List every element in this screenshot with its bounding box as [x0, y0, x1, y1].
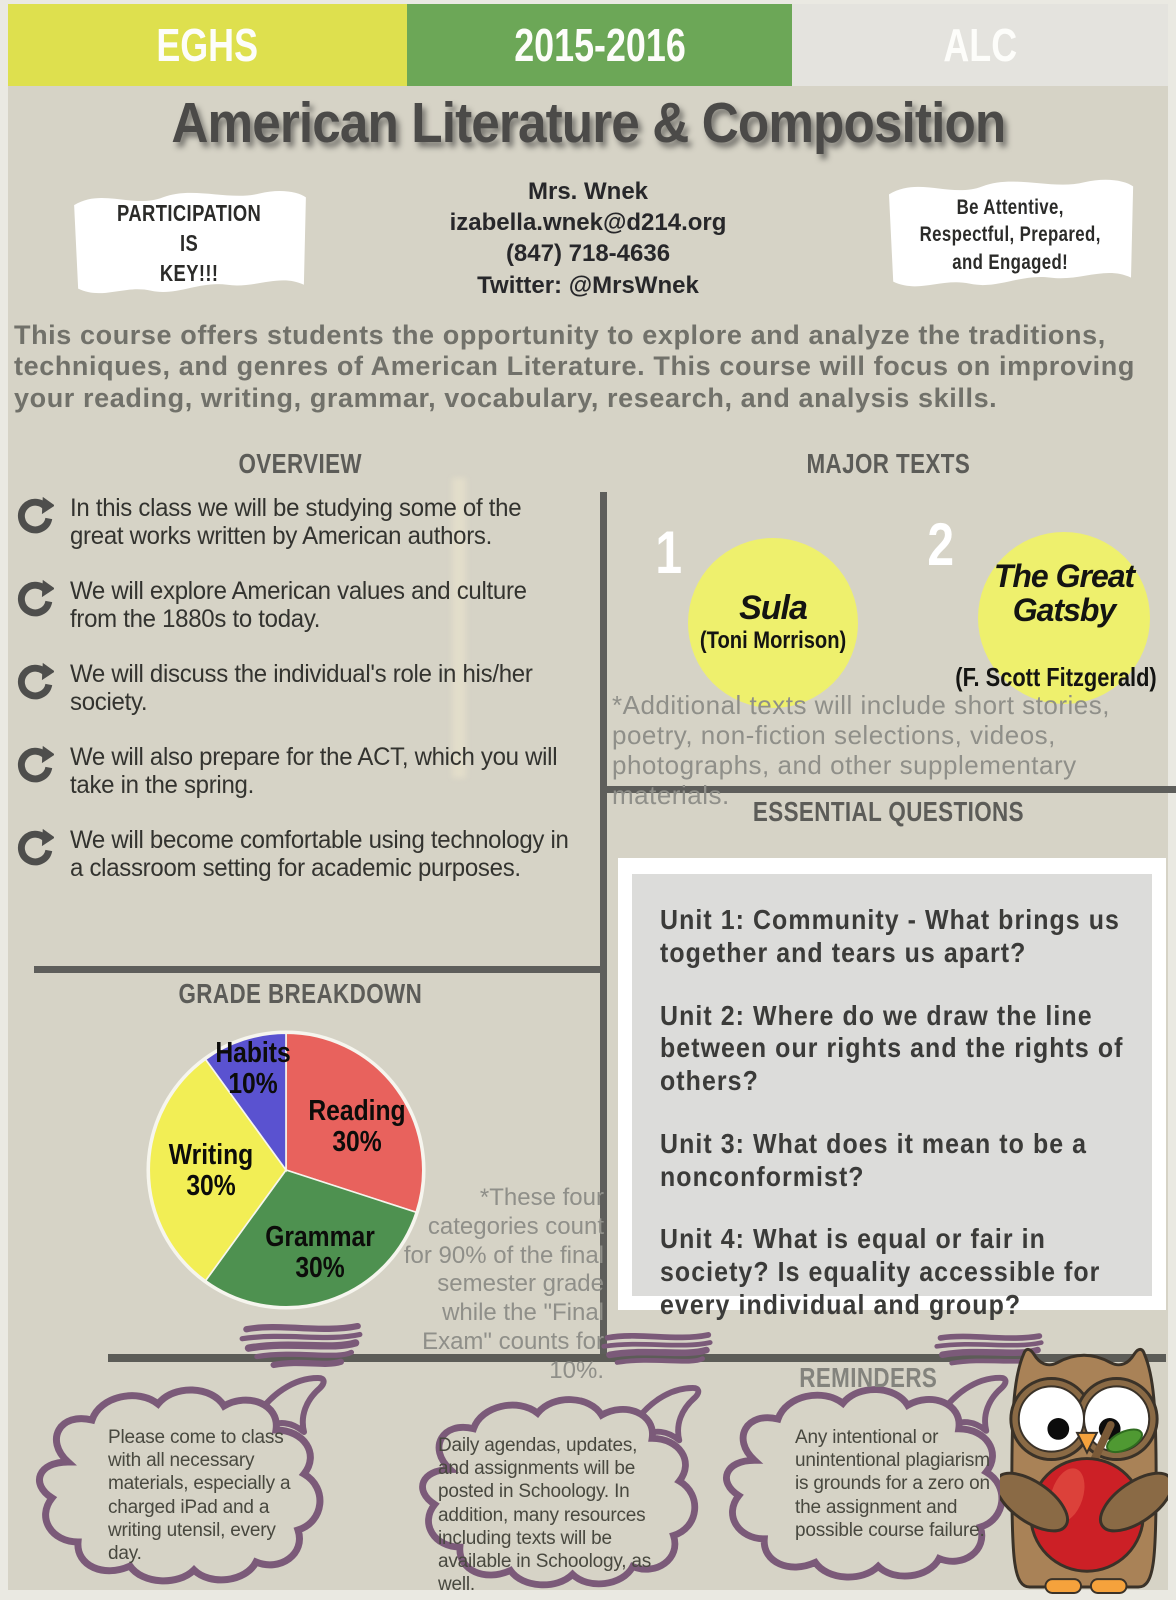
essential-question: Unit 3: What does it mean to be a noncon…	[660, 1127, 1088, 1192]
owl-beak	[1075, 1431, 1099, 1455]
additional-texts-note: *Additional texts will include short sto…	[612, 690, 1110, 811]
expectations-banner: Be Attentive, Respectful, Prepared, and …	[872, 164, 1148, 306]
teacher-email: izabella.wnek@d214.org	[449, 209, 727, 237]
page-edge-right	[1168, 0, 1176, 1600]
speech-bubble-plagiarism	[723, 1374, 1009, 1581]
owl-wing-left	[1000, 1471, 1069, 1533]
owl-pupil-left	[1047, 1418, 1070, 1440]
list-item: We will explore American values and cult…	[16, 577, 596, 633]
list-item: We will become comfortable using technol…	[16, 826, 596, 882]
scribble-decoration	[601, 1332, 713, 1365]
owl-illustration	[1000, 1347, 1168, 1594]
reminders-heading: REMINDERS	[798, 1362, 937, 1393]
essential-question: Unit 2: Where do we draw the line betwee…	[660, 999, 1124, 1097]
pie-slice-writing	[148, 1058, 288, 1282]
apple-leaf	[1106, 1428, 1143, 1454]
owl-foot-right	[1089, 1578, 1128, 1594]
speech-bubble-schoology	[419, 1385, 702, 1589]
book-number-2: 2	[927, 511, 955, 578]
grade-breakdown-heading: GRADE BREAKDOWN	[178, 978, 422, 1009]
pie-slice-grammar	[204, 1169, 418, 1308]
page-edge-left	[0, 0, 8, 1600]
divider-grade-breakdown	[34, 966, 600, 973]
book-number-1: 1	[655, 519, 683, 586]
pie-label-writing: Writing 30%	[168, 1139, 254, 1203]
essential-question: Unit 1: Community - What brings us toget…	[660, 904, 1120, 968]
owl-foot-left	[1044, 1578, 1083, 1594]
circular-arrow-icon	[17, 496, 54, 534]
circular-arrow-icon	[17, 662, 54, 700]
participation-banner: PARTICIPATION IS KEY!!!	[58, 176, 320, 312]
circular-arrow-icon	[17, 579, 54, 617]
paper-crease-artifact	[452, 478, 466, 778]
pie-slice-habits	[204, 1032, 287, 1173]
pie-slice-reading	[285, 1032, 424, 1214]
circular-arrow-icon	[17, 745, 54, 783]
book-circle-gatsby: The Great Gatsby	[978, 532, 1150, 704]
reminder-bubble-text: Any intentional or unintentional plagiar…	[795, 1427, 990, 1541]
pie-label-reading: Reading 30%	[308, 1095, 406, 1159]
pie-label-habits: Habits 10%	[215, 1037, 291, 1101]
divider-reminders	[108, 1354, 1166, 1362]
essential-questions-inner-box	[632, 874, 1152, 1296]
book-circle-sula: Sula (Toni Morrison)	[688, 538, 858, 708]
list-item: We will also prepare for the ACT, which …	[16, 743, 596, 799]
teacher-name: Mrs. Wnek	[527, 178, 649, 205]
course-description: This course offers students the opportun…	[14, 320, 1135, 413]
essential-question: Unit 4: What is equal or fair in society…	[660, 1223, 1101, 1320]
teacher-phone: (847) 718-4636	[505, 240, 671, 268]
overview-list: In this class we will be studying some o…	[16, 494, 596, 882]
list-item: In this class we will be studying some o…	[16, 494, 596, 550]
reminder-bubble-text: Please come to class with all necessary …	[108, 1427, 291, 1564]
apple-stem	[1088, 1421, 1115, 1467]
header-tab-year: 2015-2016	[407, 4, 792, 86]
flag-shape	[888, 179, 1134, 287]
grade-breakdown-pie-chart	[146, 1030, 426, 1310]
scribble-decoration	[239, 1322, 363, 1369]
divider-major-texts	[600, 786, 1176, 793]
teacher-twitter: Twitter: @MrsWnek	[477, 271, 699, 299]
participation-banner-text: PARTICIPATION IS KEY!!!	[116, 200, 262, 286]
header-tab-course-code: ALC	[792, 4, 1168, 86]
speech-bubble-materials	[36, 1375, 327, 1585]
list-item: We will discuss the individual's role in…	[16, 660, 596, 716]
contact-block: Mrs. Wnek izabella.wnek@d214.org (847) 7…	[338, 176, 838, 301]
page-edge-top	[0, 0, 1176, 4]
column-divider	[600, 492, 607, 1354]
essential-questions-list: Unit 1: Community - What brings us toget…	[660, 904, 1125, 1352]
book-title: The Great Gatsby	[993, 558, 1135, 628]
circular-arrow-icon	[17, 828, 54, 866]
major-texts-heading: MAJOR TEXTS	[806, 448, 970, 479]
owl-wing-right	[1099, 1471, 1168, 1533]
expectations-banner-text: Be Attentive, Respectful, Prepared, and …	[919, 196, 1101, 274]
book-author: (Toni Morrison)	[699, 626, 847, 654]
owl-eye-left	[1017, 1385, 1085, 1453]
page-edge-bottom	[0, 1590, 1176, 1600]
essential-questions-heading: ESSENTIAL QUESTIONS	[752, 796, 1024, 827]
flag-shape	[74, 191, 306, 294]
essential-questions-box	[618, 858, 1166, 1310]
overview-heading: OVERVIEW	[238, 448, 362, 479]
reminder-bubble-text: Daily agendas, updates, and assignments …	[438, 1435, 652, 1596]
pie-label-grammar: Grammar 30%	[265, 1221, 375, 1285]
book-title: Sula	[739, 589, 808, 628]
grade-weight-note: *These four categories count for 90% of …	[403, 1184, 604, 1384]
page-title: American Literature & Composition	[171, 91, 1006, 155]
header-tab-school: EGHS	[8, 4, 407, 86]
book-author: (F. Scott Fitzgerald)	[955, 662, 1157, 692]
